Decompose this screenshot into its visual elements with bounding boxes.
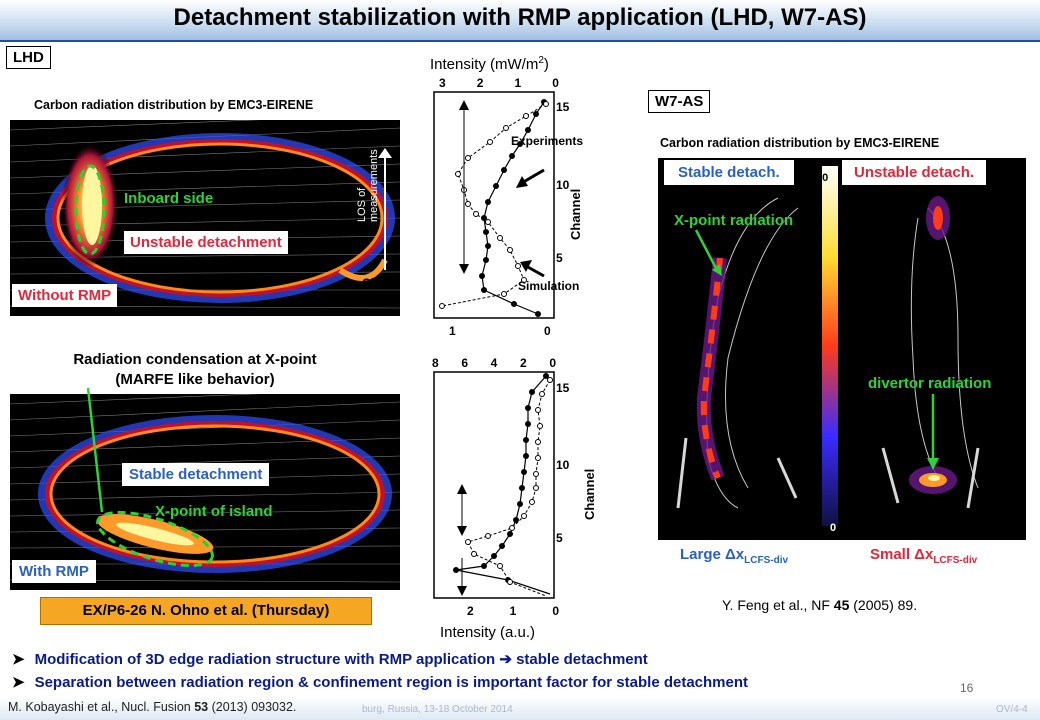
plot-bottom-ylabel: Channel <box>582 468 597 520</box>
large-dx-text: Large Δx <box>680 546 745 563</box>
xpoint-of-island-label: X-point of island <box>155 503 273 520</box>
plot-bottom-bottom-tick-1: 1 <box>509 604 517 618</box>
plot-top-right-tick-5: 5 <box>556 251 563 265</box>
xpoint-radiation-label: X-point radiation <box>674 212 794 229</box>
simulation-label: Simulation <box>518 279 580 293</box>
plot-bottom-bottom-tick-2: 2 <box>467 604 474 618</box>
plot-top-right-tick-15: 15 <box>556 100 570 114</box>
large-dx-label: Large ΔxLCFS-div <box>680 546 788 566</box>
feng-reference: Y. Feng et al., NF 45 (2005) 89. <box>722 597 917 613</box>
plot-top-tick-0: 0 <box>552 76 559 90</box>
large-dx-sub: LCFS-div <box>744 555 789 566</box>
plot-top-right-tick-10: 10 <box>556 178 570 192</box>
bullet-2-text: Separation between radiation region & co… <box>34 674 749 691</box>
divertor-radiation-arrow <box>927 394 939 470</box>
condensation-line-2: (MARFE like behavior) <box>115 371 275 388</box>
bullet-1-marker: ➤ <box>12 651 25 668</box>
lhd-lower-plasma-graphic <box>10 394 400 583</box>
plot-bottom-bottom-ticks: 2 1 0 <box>467 604 559 618</box>
plot-top-ylabel: Channel <box>568 188 583 240</box>
plot-top-frame <box>433 91 555 319</box>
los-label: LOS of measurements <box>356 149 380 222</box>
colorbar-label: Radiation intensity <box>842 200 853 290</box>
xpoint-radiation-arrow <box>694 229 722 276</box>
w7as-stable-label: Stable detach. <box>664 160 794 185</box>
plot-top-top-ticks: 3 2 1 0 <box>439 76 559 90</box>
plot-bottom-tick-0: 0 <box>549 356 556 370</box>
slide-title: Detachment stabilization with RMP applic… <box>173 4 867 31</box>
kobayashi-ref-prefix: M. Kobayashi et al., Nucl. Fusion <box>8 700 195 714</box>
los-arrow <box>378 148 392 270</box>
kobayashi-ref-vol: 53 <box>194 700 209 714</box>
colorbar-bottom-label: 0 <box>830 522 837 534</box>
stable-detachment-label: Stable detachment <box>122 463 270 486</box>
inboard-side-label: Inboard side <box>124 190 214 207</box>
channel-1-label: Ch1 <box>362 276 385 290</box>
plot-bottom-right-tick-5: 5 <box>556 531 563 545</box>
plot-top-tick-2: 2 <box>476 76 484 90</box>
kobayashi-ref-suffix: (2013) 093032. <box>208 700 297 714</box>
plot-top-tick-3: 3 <box>439 76 446 90</box>
plot-top-xlabel-sup: 2 <box>538 55 544 66</box>
colorbar-top-label: 10 <box>816 172 834 332</box>
plot-bottom-right-tick-15: 15 <box>556 381 570 395</box>
plot-top-tick-1: 1 <box>514 76 522 90</box>
bullet-2-marker: ➤ <box>12 674 25 691</box>
plot-top-xlabel-suffix: ) <box>543 56 549 73</box>
channel-16-label: Ch16 <box>348 132 378 146</box>
w7as-unstable-label: Unstable detach. <box>842 160 987 185</box>
feng-ref-vol: 45 <box>833 597 850 613</box>
plot-bottom-tick-2: 2 <box>519 356 527 370</box>
kobayashi-reference: M. Kobayashi et al., Nucl. Fusion 53 (20… <box>8 700 296 714</box>
footer-bar <box>0 697 1040 720</box>
condensation-arrow <box>86 388 104 513</box>
lhd-caption: Carbon radiation distribution by EMC3-EI… <box>34 98 314 112</box>
plot-bottom-xlabel: Intensity (a.u.) <box>440 624 536 641</box>
plot-bottom-bottom-tick-0: 0 <box>552 604 559 618</box>
lhd-upper-radiation-image <box>10 120 400 316</box>
unstable-detachment-label: Unstable detachment <box>124 231 288 254</box>
paper-code: OV/4-4 <box>996 704 1028 715</box>
experiments-label: Experiments <box>511 134 584 148</box>
plot-top-bottom-tick-0: 0 <box>544 324 551 338</box>
lhd-lower-radiation-image <box>10 394 400 590</box>
reference-box-ohno: EX/P6-26 N. Ohno et al. (Thursday) <box>40 597 372 625</box>
plot-bottom-tick-6: 6 <box>461 356 469 370</box>
condensation-caption: Radiation condensation at X-point (MARFE… <box>30 350 360 390</box>
plot-bottom-top-ticks: 8 6 4 2 0 <box>432 356 556 370</box>
small-dx-text: Small Δx <box>870 546 934 563</box>
plot-bottom-right-tick-10: 10 <box>556 458 570 472</box>
with-rmp-label: With RMP <box>12 560 96 583</box>
w7as-tag: W7-AS <box>648 90 711 113</box>
page-number: 16 <box>960 681 974 695</box>
condensation-line-1: Radiation condensation at X-point <box>73 351 317 368</box>
plot-bottom-frame <box>433 371 555 599</box>
w7as-radiation-image <box>658 158 1026 540</box>
colorbar-top-value: 10 <box>816 172 829 184</box>
bullet-1: ➤ Modification of 3D edge radiation struc… <box>12 650 648 668</box>
conference-footer: burg, Russia, 13-18 October 2014 <box>362 704 513 715</box>
bullet-2: ➤ Separation between radiation region & c… <box>12 673 748 691</box>
plot-top-xlabel: Intensity (mW/m2) <box>430 55 549 73</box>
divertor-radiation-label: divertor radiation <box>868 375 992 392</box>
feng-ref-prefix: Y. Feng et al., NF <box>722 597 834 613</box>
lhd-tag: LHD <box>6 46 51 69</box>
title-bar <box>0 0 1040 42</box>
bullet-1-text: Modification of 3D edge radiation struct… <box>34 651 648 668</box>
plot-bottom-tick-4: 4 <box>490 356 498 370</box>
plot-top-bottom-tick-1: 1 <box>449 324 456 338</box>
small-dx-sub: LCFS-div <box>933 555 978 566</box>
without-rmp-label: Without RMP <box>12 284 118 307</box>
feng-ref-suffix: (2005) 89. <box>849 597 918 613</box>
lhd-upper-plasma-graphic <box>10 120 400 309</box>
w7as-plasma-graphic <box>676 166 980 526</box>
plot-bottom-tick-8: 8 <box>432 356 439 370</box>
w7as-caption: Carbon radiation distribution by EMC3-EI… <box>660 136 940 150</box>
small-dx-label: Small ΔxLCFS-div <box>870 546 977 566</box>
plot-top-xlabel-prefix: Intensity (mW/m <box>430 56 539 73</box>
